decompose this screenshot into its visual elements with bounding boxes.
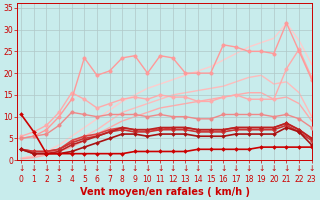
- X-axis label: Vent moyen/en rafales ( km/h ): Vent moyen/en rafales ( km/h ): [80, 187, 250, 197]
